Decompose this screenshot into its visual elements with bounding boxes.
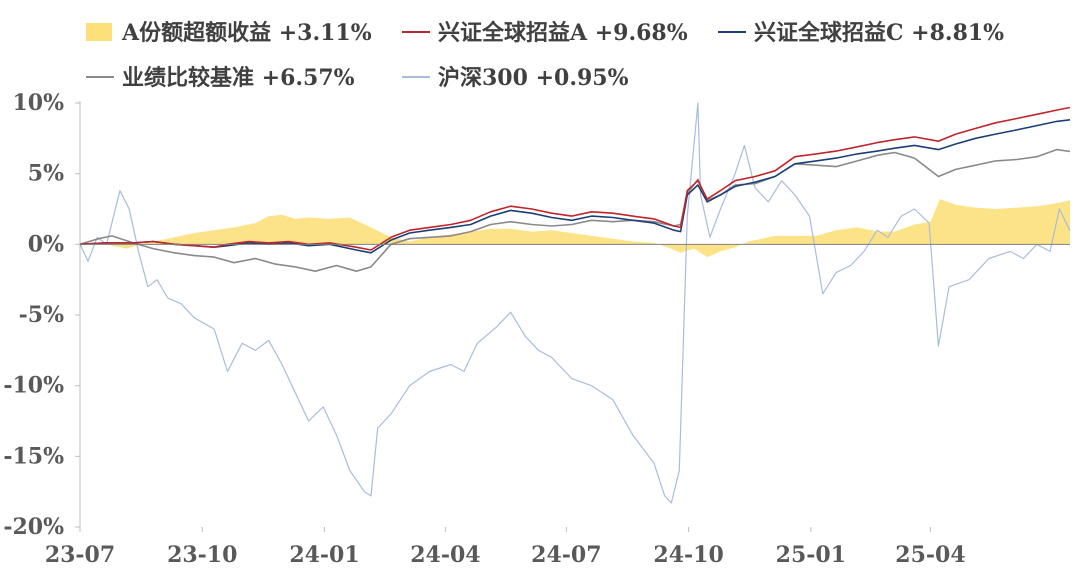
legend-label-0: A份额超额收益 +3.11% <box>121 20 372 46</box>
x-tick-label: 25-04 <box>895 542 965 568</box>
benchmark-line <box>79 148 1071 272</box>
y-tick-label: 5% <box>28 161 64 187</box>
excess-return-area <box>80 199 1070 258</box>
x-tick-label: 24-10 <box>653 542 723 568</box>
x-axis: 23-07 23-10 24-01 24-04 24-07 24-10 25-01 25-04 <box>45 527 966 568</box>
legend-label-4: 沪深300 +0.95% <box>438 65 629 91</box>
legend-label-2: 兴证全球招益C +8.81% <box>754 20 1004 46</box>
x-tick-label: 23-07 <box>45 542 115 568</box>
legend: A份额超额收益 +3.11% 兴证全球招益A +9.68% 兴证全球招益C +8.8… <box>86 20 1004 91</box>
y-tick-label: -5% <box>19 302 64 328</box>
y-axis: 10% 5% 0% -5% -10% -15% -20% <box>3 90 81 540</box>
plot-area <box>79 102 1071 504</box>
x-tick-label: 24-07 <box>531 542 601 568</box>
y-tick-label: -20% <box>3 514 64 540</box>
y-tick-label: -15% <box>3 443 64 469</box>
x-tick-label: 24-01 <box>289 542 359 568</box>
y-tick-label: 0% <box>28 231 64 257</box>
y-tick-label: -10% <box>3 373 64 399</box>
fund-a-line <box>79 106 1071 251</box>
legend-label-3: 业绩比较基准 +6.57% <box>122 65 355 91</box>
x-tick-label: 24-04 <box>410 542 480 568</box>
x-tick-label: 25-01 <box>776 542 846 568</box>
x-tick-label: 23-10 <box>167 542 237 568</box>
csi300-line <box>79 102 1071 504</box>
y-tick-label: 10% <box>12 90 64 116</box>
legend-swatch-excess-return <box>86 23 112 41</box>
legend-label-1: 兴证全球招益A +9.68% <box>438 20 688 46</box>
